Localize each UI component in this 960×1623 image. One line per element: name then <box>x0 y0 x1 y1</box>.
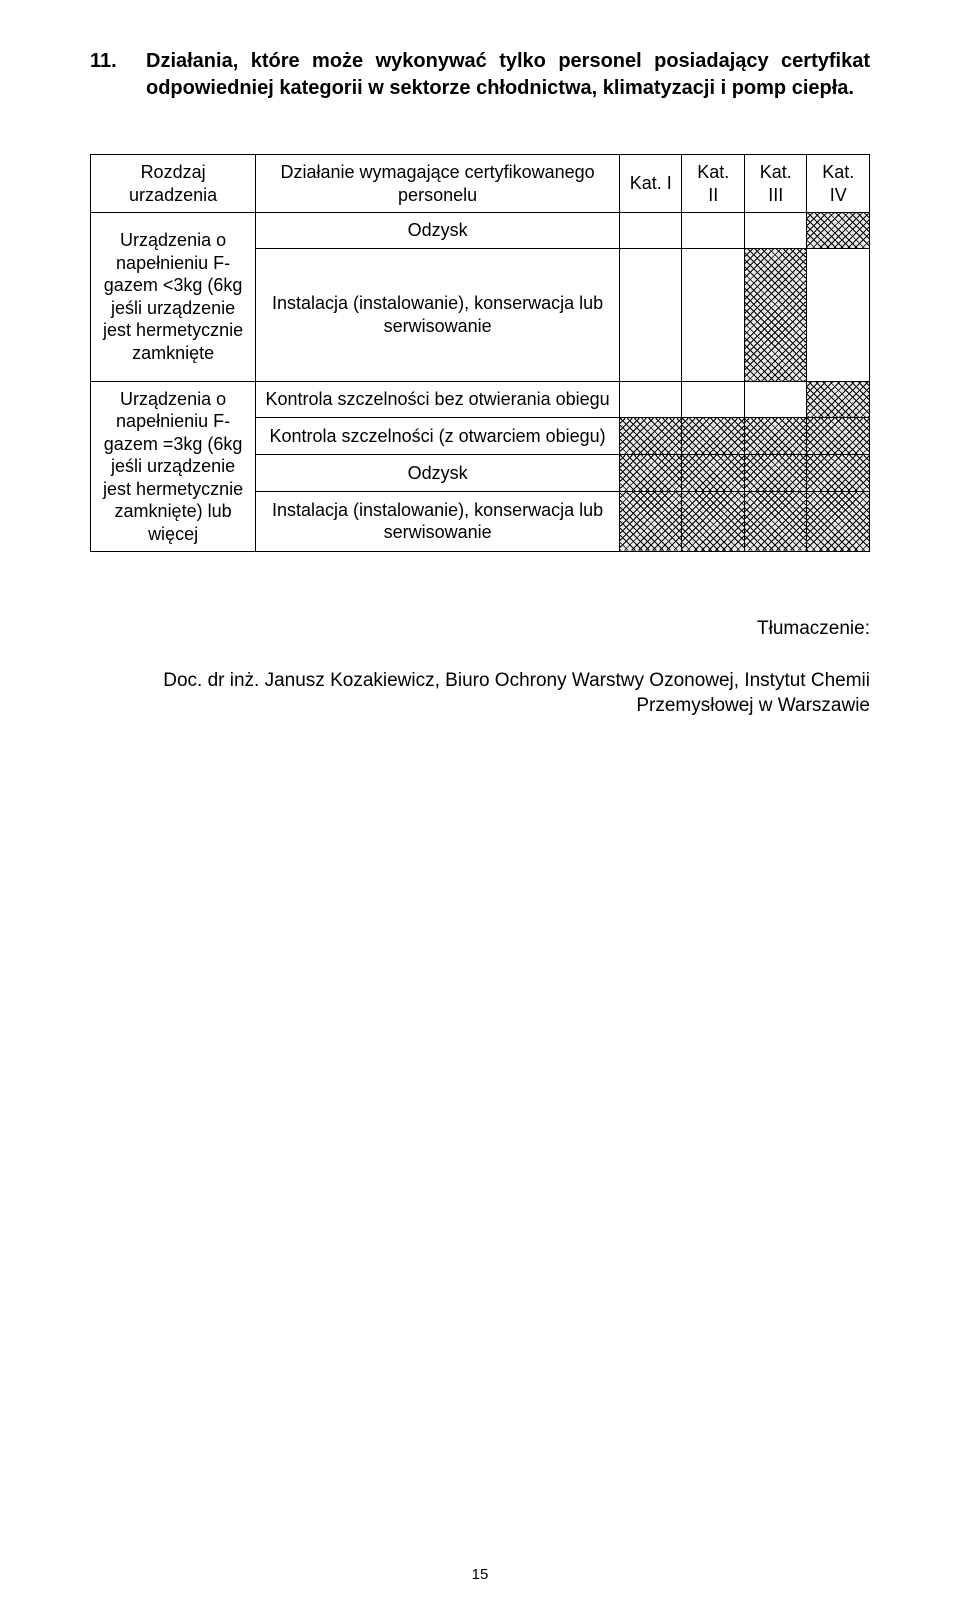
cell-g2r1-k1 <box>620 381 682 418</box>
header-kat-3: Kat. III <box>744 155 806 213</box>
header-kat-2: Kat. II <box>682 155 744 213</box>
table-header-row: Rozdzaj urzadzenia Działanie wymagające … <box>91 155 870 213</box>
action-cell: Instalacja (instalowanie), konserwacja l… <box>256 491 620 551</box>
attribution-block: Tłumaczenie: Doc. dr inż. Janusz Kozakie… <box>90 616 870 719</box>
cell-g2r1-k2 <box>682 381 744 418</box>
cell-g2r2-k3 <box>744 418 806 455</box>
heading-number: 11. <box>90 48 146 75</box>
header-kat-4: Kat. IV <box>807 155 870 213</box>
action-cell: Kontrola szczelności bez otwierania obie… <box>256 381 620 418</box>
group2-label: Urządzenia o napełnieniu F-gazem =3kg (6… <box>91 381 256 552</box>
cell-g2r4-k4 <box>807 491 870 551</box>
cell-g1r2-k4 <box>807 248 870 381</box>
cell-g1r1-k2 <box>682 213 744 249</box>
cell-g2r1-k3 <box>744 381 806 418</box>
cell-g2r3-k3 <box>744 455 806 492</box>
cell-g1r2-k1 <box>620 248 682 381</box>
cell-g2r2-k1 <box>620 418 682 455</box>
cell-g2r4-k1 <box>620 491 682 551</box>
cell-g2r2-k4 <box>807 418 870 455</box>
translation-label: Tłumaczenie: <box>90 616 870 642</box>
category-table: Rozdzaj urzadzenia Działanie wymagające … <box>90 154 870 552</box>
table-row: Urządzenia o napełnieniu F-gazem <3kg (6… <box>91 213 870 249</box>
action-cell: Instalacja (instalowanie), konserwacja l… <box>256 248 620 381</box>
cell-g1r2-k2 <box>682 248 744 381</box>
cell-g2r2-k2 <box>682 418 744 455</box>
translator-credit: Doc. dr inż. Janusz Kozakiewicz, Biuro O… <box>90 668 870 719</box>
cell-g2r4-k2 <box>682 491 744 551</box>
cell-g1r1-k1 <box>620 213 682 249</box>
cell-g1r2-k3 <box>744 248 806 381</box>
header-dzialanie: Działanie wymagające certyfikowanego per… <box>256 155 620 213</box>
cell-g2r3-k2 <box>682 455 744 492</box>
cell-g2r4-k3 <box>744 491 806 551</box>
table-row: Urządzenia o napełnieniu F-gazem =3kg (6… <box>91 381 870 418</box>
header-rozdzaj: Rozdzaj urzadzenia <box>91 155 256 213</box>
section-heading: 11. Działania, które może wykonywać tylk… <box>90 48 870 102</box>
action-cell: Odzysk <box>256 455 620 492</box>
cell-g2r1-k4 <box>807 381 870 418</box>
page: 11. Działania, które może wykonywać tylk… <box>0 0 960 1623</box>
action-cell: Odzysk <box>256 213 620 249</box>
header-kat-1: Kat. I <box>620 155 682 213</box>
cell-g2r3-k4 <box>807 455 870 492</box>
group1-label: Urządzenia o napełnieniu F-gazem <3kg (6… <box>91 213 256 382</box>
cell-g2r3-k1 <box>620 455 682 492</box>
cell-g1r1-k4 <box>807 213 870 249</box>
action-cell: Kontrola szczelności (z otwarciem obiegu… <box>256 418 620 455</box>
heading-text: Działania, które może wykonywać tylko pe… <box>146 48 870 102</box>
page-number: 15 <box>0 1566 960 1583</box>
cell-g1r1-k3 <box>744 213 806 249</box>
